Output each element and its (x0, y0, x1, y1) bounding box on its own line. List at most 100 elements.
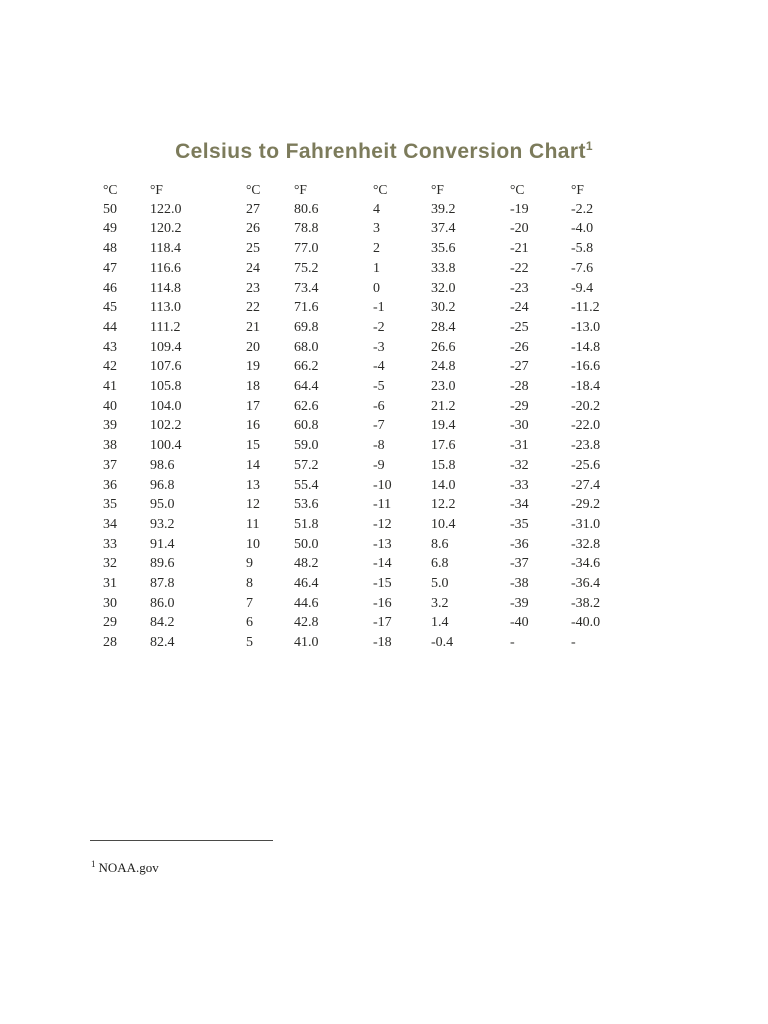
table-cell: 95.0 (150, 497, 175, 513)
table-cell: 42.8 (294, 615, 319, 631)
table-cell: -3 (373, 339, 385, 355)
table-cell: 87.8 (150, 576, 175, 592)
table-cell: 19 (246, 359, 260, 375)
table-row: 43 109.4 20 68.0 -3 26.6 -26 -14.8 (103, 338, 631, 358)
table-cell: -33 (510, 477, 529, 493)
table-cell: 82.4 (150, 635, 175, 651)
table-cell: 10 (246, 536, 260, 552)
table-header-cell: °F (150, 182, 163, 197)
table-cell: 5.0 (431, 576, 449, 592)
table-row: 38 100.4 15 59.0 -8 17.6 -31 -23.8 (103, 436, 631, 456)
table-cell: 15.8 (431, 457, 456, 473)
table-cell: 42 (103, 359, 117, 375)
table-cell: -31.0 (571, 516, 601, 532)
table-cell: 44 (103, 319, 117, 335)
table-cell: 60.8 (294, 418, 319, 434)
table-cell: -28 (510, 379, 529, 395)
table-cell: -0.4 (431, 635, 454, 651)
table-cell: -31 (510, 438, 529, 454)
table-cell: 23.0 (431, 379, 456, 395)
table-cell: 46 (103, 280, 117, 296)
table-cell: -30 (510, 418, 529, 434)
table-cell: 21 (246, 319, 260, 335)
table-cell: 1.4 (431, 615, 449, 631)
table-cell: 28 (103, 635, 117, 651)
table-cell: -22 (510, 260, 529, 276)
table-row: 30 86.0 7 44.6 -16 3.2 -39 -38.2 (103, 594, 631, 614)
table-cell: 39 (103, 418, 117, 434)
table-cell: 89.6 (150, 556, 175, 572)
table-cell: 2 (373, 241, 380, 257)
table-cell: -11.2 (571, 300, 600, 316)
table-cell: -36 (510, 536, 529, 552)
table-cell: 14 (246, 457, 260, 473)
table-cell: -13 (373, 536, 392, 552)
table-cell: -7 (373, 418, 385, 434)
table-cell: -9 (373, 457, 385, 473)
conversion-table: °C °F °C °F °C °F °C °F 50 122.0 27 80.6 4 39.2 -19 -2… (103, 180, 631, 653)
table-cell: 35 (103, 497, 117, 513)
table-cell: -16 (373, 595, 392, 611)
table-row: 39 102.2 16 60.8 -7 19.4 -30 -22.0 (103, 416, 631, 436)
table-cell: 18 (246, 379, 260, 395)
table-header-cell: °F (571, 182, 584, 197)
table-cell: 77.0 (294, 241, 319, 257)
table-cell: -2 (373, 319, 385, 335)
table-cell: -4.0 (571, 221, 594, 237)
table-cell: 35.6 (431, 241, 456, 257)
table-cell: 104.0 (150, 398, 182, 414)
table-cell: 100.4 (150, 438, 182, 454)
table-cell: 41 (103, 379, 117, 395)
table-cell: 34 (103, 516, 117, 532)
table-cell: -26 (510, 339, 529, 355)
table-cell: 1 (373, 260, 380, 276)
table-header-cell: °C (510, 182, 525, 197)
table-cell: 37 (103, 457, 117, 473)
table-cell: 37.4 (431, 221, 456, 237)
table-cell: 33.8 (431, 260, 456, 276)
table-cell: -40 (510, 615, 529, 631)
table-cell: -24 (510, 300, 529, 316)
table-row: 47 116.6 24 75.2 1 33.8 -22 -7.6 (103, 259, 631, 279)
table-cell: 50 (103, 201, 117, 217)
table-cell: -20.2 (571, 398, 601, 414)
table-cell: -25.6 (571, 457, 601, 473)
table-cell: -2.2 (571, 201, 594, 217)
table-cell: 26 (246, 221, 260, 237)
table-cell: 25 (246, 241, 260, 257)
table-cell: 15 (246, 438, 260, 454)
table-cell: 118.4 (150, 241, 181, 257)
table-cell: 57.2 (294, 457, 319, 473)
table-cell: -15 (373, 576, 392, 592)
table-cell: -36.4 (571, 576, 601, 592)
table-cell: 69.8 (294, 319, 319, 335)
table-cell: 17 (246, 398, 260, 414)
table-cell: 8 (246, 576, 253, 592)
table-cell: 14.0 (431, 477, 456, 493)
table-cell: 55.4 (294, 477, 319, 493)
table-cell: 96.8 (150, 477, 175, 493)
table-cell: 53.6 (294, 497, 319, 513)
table-cell: -38 (510, 576, 529, 592)
table-cell: 30 (103, 595, 117, 611)
table-cell: 120.2 (150, 221, 182, 237)
table-cell: -4 (373, 359, 385, 375)
table-cell: 36 (103, 477, 117, 493)
table-cell: 107.6 (150, 359, 182, 375)
table-cell: 93.2 (150, 516, 175, 532)
table-cell: -18.4 (571, 379, 601, 395)
table-cell: 28.4 (431, 319, 456, 335)
table-cell: 24.8 (431, 359, 456, 375)
table-cell: -25 (510, 319, 529, 335)
table-cell: 41.0 (294, 635, 319, 651)
table-row: 49 120.2 26 78.8 3 37.4 -20 -4.0 (103, 219, 631, 239)
table-row: 42 107.6 19 66.2 -4 24.8 -27 -16.6 (103, 357, 631, 377)
table-cell: -34 (510, 497, 529, 513)
table-cell: 45 (103, 300, 117, 316)
table-row: 28 82.4 5 41.0 -18 -0.4 - - (103, 633, 631, 653)
table-cell: 48 (103, 241, 117, 257)
table-cell: 75.2 (294, 260, 319, 276)
table-cell: 31 (103, 576, 117, 592)
table-cell: -40.0 (571, 615, 601, 631)
